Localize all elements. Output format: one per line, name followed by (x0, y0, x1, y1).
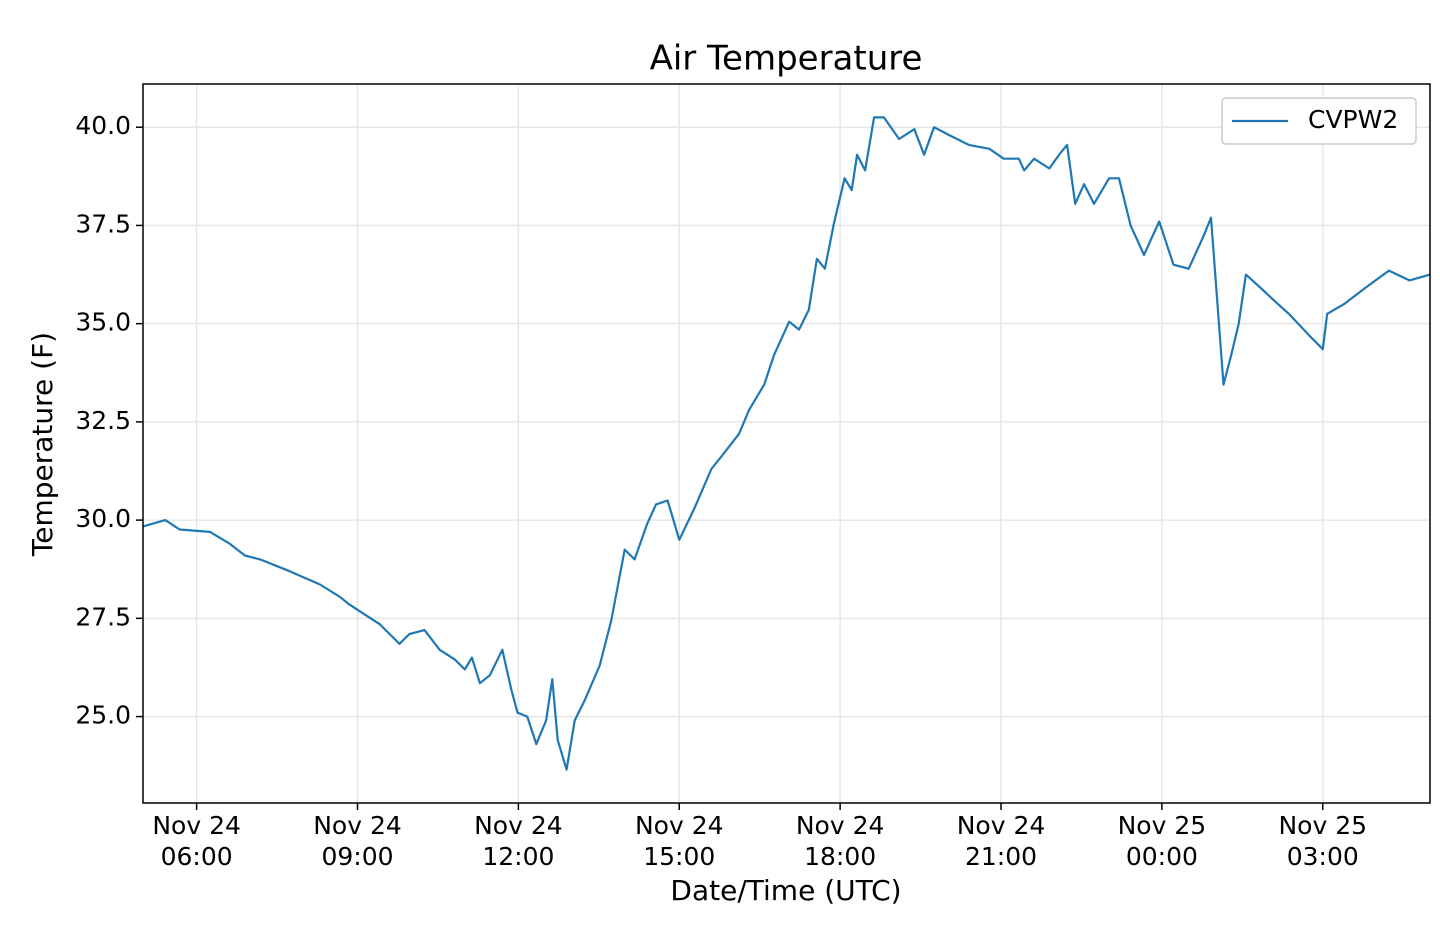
x-tick-label: Nov 24 18:00 (795, 811, 885, 871)
x-tick-label: Nov 24 06:00 (152, 811, 241, 871)
x-axis-label: Date/Time (UTC) (670, 874, 901, 907)
y-tick-label: 37.5 (75, 209, 131, 238)
legend-label: CVPW2 (1308, 105, 1398, 134)
x-tick-label: Nov 24 15:00 (634, 811, 724, 871)
x-tick-label: Nov 25 03:00 (1278, 811, 1368, 871)
y-tick-label: 30.0 (75, 504, 131, 533)
y-tick-label: 40.0 (75, 111, 131, 140)
y-tick-label: 32.5 (75, 406, 131, 435)
legend-box (1221, 97, 1417, 145)
x-tick-label: Nov 25 00:00 (1117, 811, 1207, 871)
y-axis-label: Temperature (F) (26, 332, 59, 557)
y-tick-label: 35.0 (75, 308, 131, 337)
chart-title: Air Temperature (650, 39, 923, 79)
data-line (142, 116, 1431, 771)
x-tick-label: Nov 24 12:00 (474, 811, 563, 871)
x-tick-label: Nov 24 21:00 (956, 811, 1046, 871)
plot-frame (142, 83, 1431, 804)
y-tick-label: 27.5 (75, 602, 131, 631)
y-tick-label: 25.0 (75, 701, 131, 730)
x-tick-label: Nov 24 09:00 (313, 811, 402, 871)
